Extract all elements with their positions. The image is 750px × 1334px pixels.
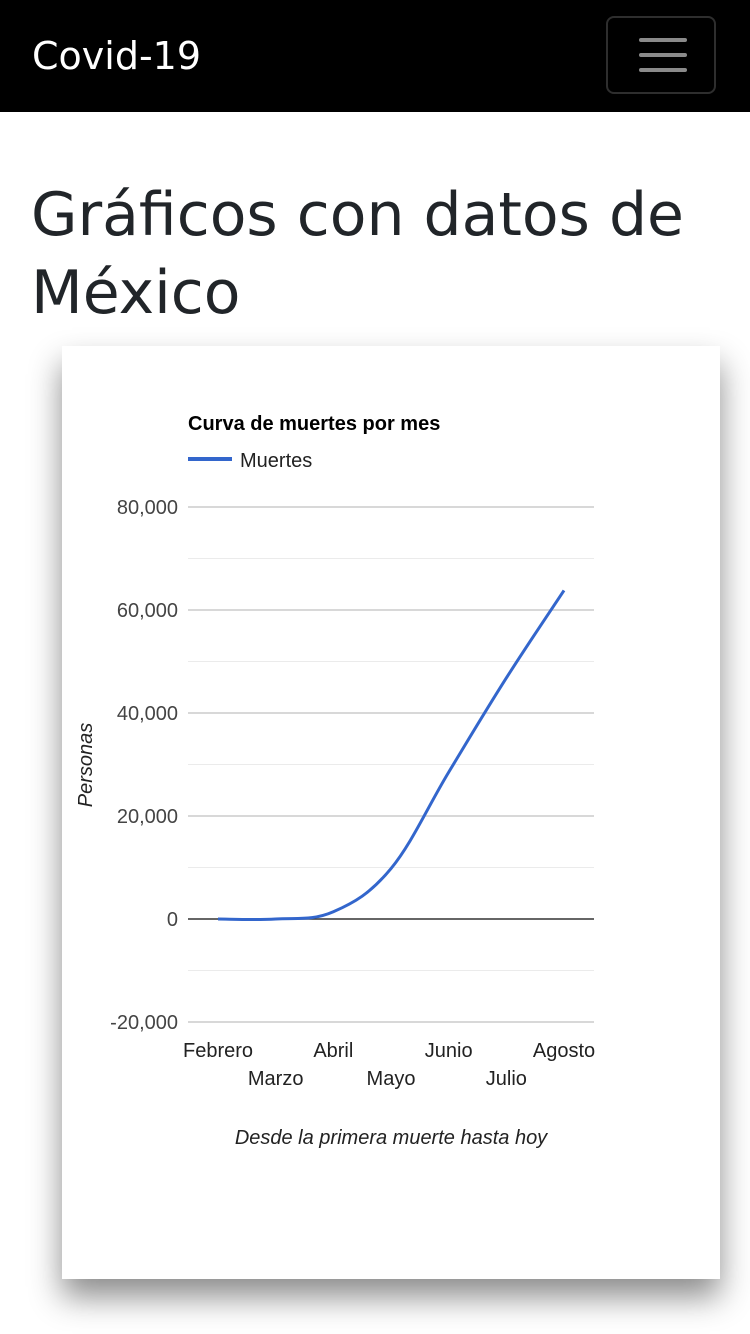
legend-label-muertes[interactable]: Muertes [240, 450, 312, 472]
hamburger-menu-icon [639, 53, 687, 57]
x-tick-label: Julio [486, 1068, 527, 1090]
navbar: Covid-19 [0, 0, 750, 112]
y-tick-label: 20,000 [117, 806, 178, 828]
brand-link[interactable]: Covid-19 [32, 34, 202, 78]
chart-axis: -20,000 0 20,000 40,000 60,000 80,000 Febrero M… [110, 497, 595, 1090]
y-tick-label: -20,000 [110, 1012, 178, 1034]
chart-gridlines [188, 506, 594, 1023]
chart-card: -20,000 0 20,000 40,000 60,000 80,000 Febrero M… [62, 346, 720, 1279]
y-tick-label: 60,000 [117, 600, 178, 622]
hamburger-menu-icon [639, 38, 687, 42]
x-tick-label: Agosto [533, 1040, 595, 1062]
y-axis-label: Personas [75, 723, 97, 808]
x-tick-label: Marzo [248, 1068, 304, 1090]
series-line-muertes [217, 589, 566, 922]
chart-title: Curva de muertes por mes [188, 413, 440, 435]
x-tick-label: Febrero [183, 1040, 253, 1062]
menu-toggle-button[interactable] [606, 16, 716, 94]
y-tick-label: 0 [167, 909, 178, 931]
x-axis-label: Desde la primera muerte hasta hoy [235, 1127, 548, 1149]
line-chart: -20,000 0 20,000 40,000 60,000 80,000 Febrero M… [75, 413, 595, 1149]
page-title: Gráficos con datos de México [31, 180, 684, 328]
hamburger-menu-icon [639, 68, 687, 72]
x-tick-label: Abril [313, 1040, 353, 1062]
y-tick-label: 40,000 [117, 703, 178, 725]
x-tick-label: Junio [425, 1040, 473, 1062]
x-tick-label: Mayo [367, 1068, 416, 1090]
y-tick-label: 80,000 [117, 497, 178, 519]
